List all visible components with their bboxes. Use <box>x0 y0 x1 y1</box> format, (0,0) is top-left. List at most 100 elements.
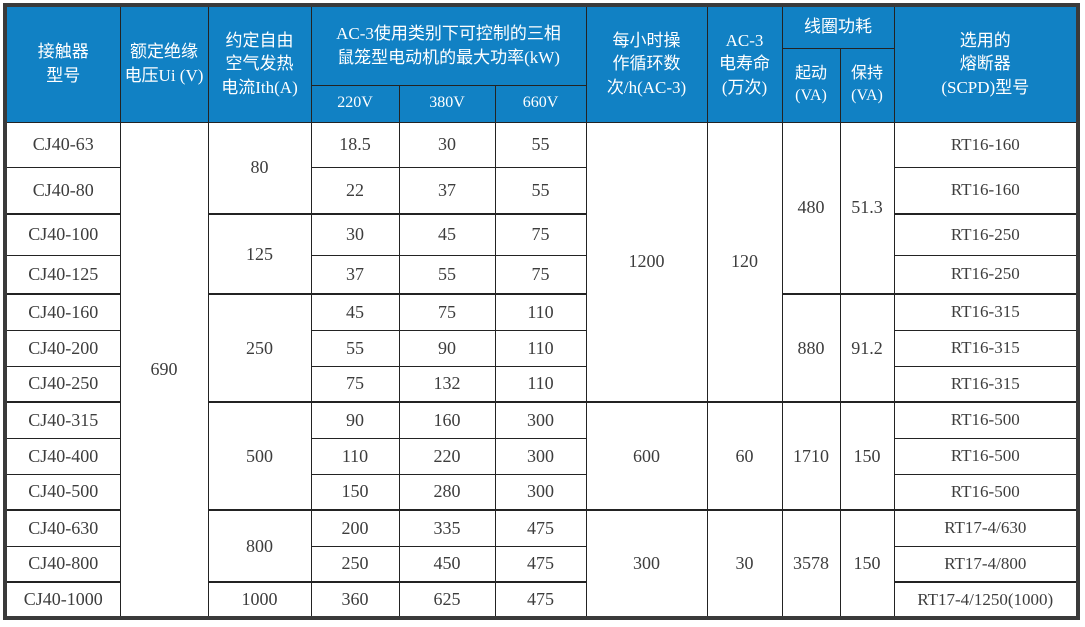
table-header: 接触器 型号 额定绝缘 电压Ui (V) 约定自由 空气发热 电流Ith(A) … <box>4 4 1079 123</box>
kw-220v-cell: 110 <box>310 437 400 475</box>
table-row: CJ40-250 75 132 110 RT16-315 <box>4 365 1079 403</box>
fuse-cell: RT16-500 <box>893 437 1079 475</box>
kw-660v-cell: 300 <box>494 473 587 511</box>
ith-cell: 800 <box>207 509 312 583</box>
kw-660v-cell: 55 <box>494 166 587 215</box>
kw-220v-cell: 75 <box>310 365 400 403</box>
header-coil-hold: 保持 (VA) <box>839 47 895 123</box>
kw-380v-cell: 335 <box>398 509 496 547</box>
header-life: AC-3 电寿命 (万次) <box>706 4 783 123</box>
contactor-spec-table: 接触器 型号 额定绝缘 电压Ui (V) 约定自由 空气发热 电流Ith(A) … <box>3 3 1081 620</box>
ith-cell: 250 <box>207 293 312 403</box>
fuse-cell: RT16-500 <box>893 401 1079 439</box>
coil-start-cell: 3578 <box>781 509 841 619</box>
model-cell: CJ40-100 <box>4 213 121 256</box>
model-cell: CJ40-800 <box>4 545 121 583</box>
model-cell: CJ40-200 <box>4 329 121 367</box>
model-cell: CJ40-400 <box>4 437 121 475</box>
kw-220v-cell: 200 <box>310 509 400 547</box>
kw-660v-cell: 475 <box>494 545 587 583</box>
header-ui: 额定绝缘 电压Ui (V) <box>119 4 209 123</box>
kw-660v-cell: 75 <box>494 254 587 295</box>
header-cycles: 每小时操 作循环数 次/h(AC-3) <box>585 4 708 123</box>
table-row: CJ40-160 250 45 75 110 880 91.2 RT16-315 <box>4 293 1079 403</box>
kw-380v-cell: 45 <box>398 213 496 256</box>
kw-380v-cell: 75 <box>398 293 496 331</box>
kw-660v-cell: 75 <box>494 213 587 256</box>
kw-380v-cell: 132 <box>398 365 496 403</box>
coil-hold-cell: 150 <box>839 509 895 619</box>
kw-380v-cell: 90 <box>398 329 496 367</box>
fuse-cell: RT17-4/800 <box>893 545 1079 583</box>
fuse-cell: RT17-4/630 <box>893 509 1079 547</box>
header-fuse: 选用的 熔断器 (SCPD)型号 <box>893 4 1079 123</box>
kw-220v-cell: 18.5 <box>310 121 400 168</box>
life-cell: 120 <box>706 121 783 403</box>
table-body: CJ40-63 690 80 18.5 30 55 1200 120 480 51.3 RT16-1… <box>4 121 1079 619</box>
header-coil-group: 线圈功耗 <box>781 4 895 49</box>
kw-660v-cell: 55 <box>494 121 587 168</box>
model-cell: CJ40-125 <box>4 254 121 295</box>
cycles-cell: 1200 <box>585 121 708 403</box>
table-row: CJ40-1000 1000 360 625 475 RT17-4/1250(1000) <box>4 581 1079 619</box>
table-row: CJ40-630 800 200 335 475 300 30 3578 150 RT17-4/6… <box>4 509 1079 619</box>
ith-cell: 500 <box>207 401 312 511</box>
coil-start-cell: 880 <box>781 293 841 403</box>
model-cell: CJ40-315 <box>4 401 121 439</box>
ith-cell: 1000 <box>207 581 312 619</box>
kw-220v-cell: 360 <box>310 581 400 619</box>
header-kw-220v: 220V <box>310 84 400 123</box>
header-kw-group: AC-3使用类别下可控制的三相 鼠笼型电动机的最大功率(kW) <box>310 4 587 86</box>
cycles-cell: 300 <box>585 509 708 619</box>
fuse-cell: RT16-315 <box>893 293 1079 331</box>
model-cell: CJ40-500 <box>4 473 121 511</box>
table-row: CJ40-100 125 30 45 75 RT16-250 <box>4 213 1079 295</box>
ui-cell: 690 <box>119 121 209 619</box>
table-row: CJ40-315 500 90 160 300 600 60 1710 150 RT16-500 <box>4 401 1079 511</box>
header-coil-start: 起动 (VA) <box>781 47 841 123</box>
table-row: CJ40-80 22 37 55 RT16-160 <box>4 166 1079 215</box>
fuse-cell: RT16-315 <box>893 365 1079 403</box>
kw-220v-cell: 150 <box>310 473 400 511</box>
kw-660v-cell: 110 <box>494 329 587 367</box>
header-kw-660v: 660V <box>494 84 587 123</box>
kw-660v-cell: 300 <box>494 437 587 475</box>
model-cell: CJ40-630 <box>4 509 121 547</box>
kw-660v-cell: 475 <box>494 509 587 547</box>
model-cell: CJ40-160 <box>4 293 121 331</box>
fuse-cell: RT16-160 <box>893 166 1079 215</box>
table-row: CJ40-800 250 450 475 RT17-4/800 <box>4 545 1079 583</box>
kw-380v-cell: 30 <box>398 121 496 168</box>
kw-220v-cell: 37 <box>310 254 400 295</box>
header-ith: 约定自由 空气发热 电流Ith(A) <box>207 4 312 123</box>
kw-660v-cell: 475 <box>494 581 587 619</box>
life-cell: 60 <box>706 401 783 511</box>
coil-hold-cell: 91.2 <box>839 293 895 403</box>
kw-380v-cell: 625 <box>398 581 496 619</box>
model-cell: CJ40-80 <box>4 166 121 215</box>
kw-220v-cell: 250 <box>310 545 400 583</box>
kw-220v-cell: 22 <box>310 166 400 215</box>
model-cell: CJ40-63 <box>4 121 121 168</box>
table-row: CJ40-63 690 80 18.5 30 55 1200 120 480 51.3 RT16-1… <box>4 121 1079 619</box>
kw-220v-cell: 55 <box>310 329 400 367</box>
kw-380v-cell: 450 <box>398 545 496 583</box>
fuse-cell: RT17-4/1250(1000) <box>893 581 1079 619</box>
model-cell: CJ40-250 <box>4 365 121 403</box>
kw-220v-cell: 30 <box>310 213 400 256</box>
fuse-cell: RT16-160 <box>893 121 1079 168</box>
header-kw-380v: 380V <box>398 84 496 123</box>
table-row: CJ40-125 37 55 75 RT16-250 <box>4 254 1079 295</box>
fuse-cell: RT16-250 <box>893 213 1079 256</box>
kw-660v-cell: 110 <box>494 365 587 403</box>
kw-660v-cell: 110 <box>494 293 587 331</box>
fuse-cell: RT16-315 <box>893 329 1079 367</box>
fuse-cell: RT16-250 <box>893 254 1079 295</box>
coil-hold-cell: 51.3 <box>839 121 895 295</box>
table-row: CJ40-400 110 220 300 RT16-500 <box>4 437 1079 475</box>
coil-start-cell: 1710 <box>781 401 841 511</box>
kw-660v-cell: 300 <box>494 401 587 439</box>
kw-380v-cell: 220 <box>398 437 496 475</box>
kw-380v-cell: 280 <box>398 473 496 511</box>
ith-cell: 125 <box>207 213 312 295</box>
